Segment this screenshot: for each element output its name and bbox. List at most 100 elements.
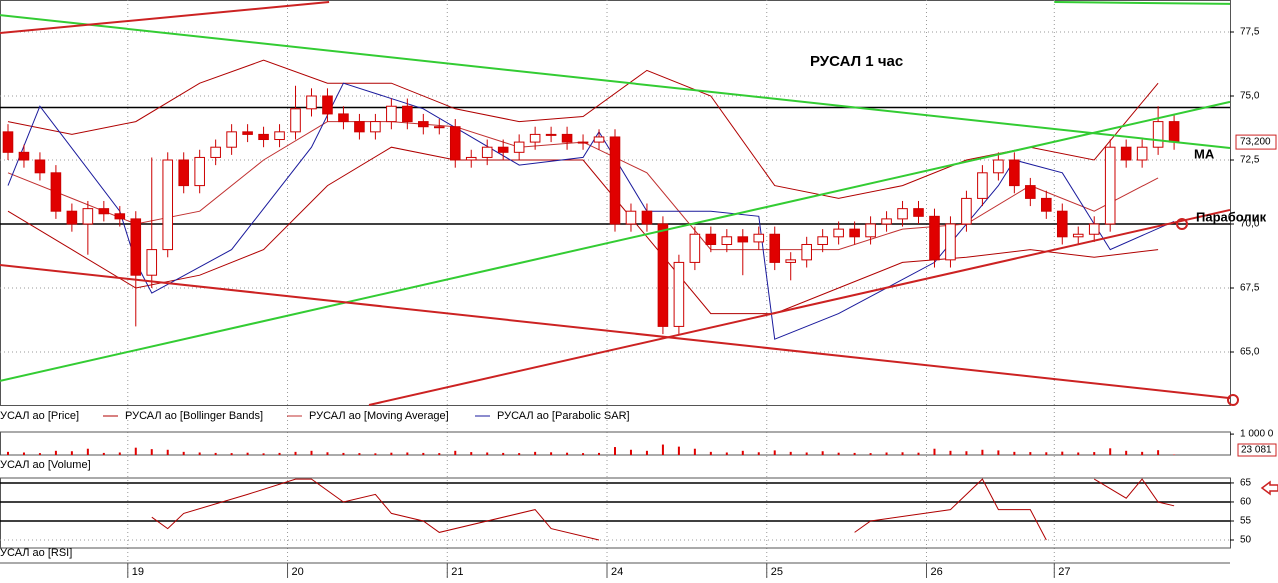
candle-body xyxy=(993,159,1004,174)
volume-bar xyxy=(566,452,569,455)
marker xyxy=(1176,218,1188,230)
volume-bar xyxy=(390,452,393,455)
indicator-line xyxy=(7,82,1175,340)
volume-bar xyxy=(358,453,361,455)
x-tick-label: 21 xyxy=(451,566,463,578)
candle-body xyxy=(817,236,828,245)
candle-body xyxy=(162,159,174,251)
volume-bar xyxy=(741,450,744,455)
volume-bar xyxy=(773,450,776,455)
volume-bar xyxy=(821,451,824,455)
arrow-icon xyxy=(1260,480,1278,496)
volume-bar xyxy=(22,452,25,455)
last-price-box xyxy=(1235,134,1277,150)
volume-bar xyxy=(853,452,856,455)
candle-body xyxy=(114,213,126,220)
candle-body xyxy=(593,136,605,143)
candle-body xyxy=(1168,121,1180,143)
candle-body xyxy=(18,151,30,161)
volume-bar xyxy=(709,451,712,455)
volume-bar xyxy=(629,449,632,455)
candle-body xyxy=(577,141,589,144)
trend-line xyxy=(1054,1,1231,5)
candle-body xyxy=(801,243,812,261)
volume-bar xyxy=(1045,452,1048,455)
candle-body xyxy=(849,228,860,238)
volume-bar xyxy=(1077,452,1080,455)
volume-bar xyxy=(454,450,457,455)
volume-bar xyxy=(214,452,217,455)
candle-body xyxy=(146,249,158,276)
volume-bar xyxy=(1125,450,1128,455)
candle-body xyxy=(178,159,189,187)
trend-line xyxy=(0,14,1231,149)
candle-body xyxy=(370,121,381,133)
candle-body xyxy=(1041,197,1052,212)
candle-body xyxy=(1072,233,1084,238)
candle-body xyxy=(338,113,349,123)
candle-body xyxy=(194,156,205,187)
candle-body xyxy=(82,208,94,225)
volume-bar xyxy=(518,453,521,455)
volume-bar xyxy=(406,452,409,455)
candle-body xyxy=(1104,146,1116,225)
volume-bar xyxy=(901,452,904,455)
candle-body xyxy=(98,208,110,215)
candle-body xyxy=(961,197,972,225)
indicator-line xyxy=(7,59,1159,199)
candle-body xyxy=(130,218,142,276)
volume-bar xyxy=(1141,451,1144,455)
volume-bar xyxy=(438,453,441,455)
candle-body xyxy=(242,131,253,135)
volume-bar xyxy=(54,450,57,455)
volume-bar xyxy=(278,452,281,455)
volume-bar xyxy=(422,452,425,455)
volume-bar xyxy=(534,451,537,455)
candle-body xyxy=(785,259,797,263)
candle-body xyxy=(1152,121,1164,148)
volume-bar xyxy=(805,452,808,455)
candle-body xyxy=(1120,146,1132,161)
candle-body xyxy=(290,108,301,133)
candle-body xyxy=(418,121,429,128)
volume-bar xyxy=(1109,448,1112,455)
volume-bar xyxy=(933,448,936,455)
candle-body xyxy=(913,208,924,217)
legend-label: РУСАЛ ао [Parabolic SAR] xyxy=(497,410,630,422)
x-tick-label: 20 xyxy=(292,566,304,578)
candle-body xyxy=(529,133,541,143)
volume-bar xyxy=(949,450,952,455)
trend-line xyxy=(0,1,330,35)
panel-frame xyxy=(0,0,1231,406)
y-tick-label: 55 xyxy=(1240,516,1252,527)
candle-body xyxy=(1025,185,1036,199)
volume-bar xyxy=(789,451,792,455)
candle-body xyxy=(497,146,509,153)
x-tick-label: 26 xyxy=(930,566,942,578)
volume-bar xyxy=(598,452,601,455)
rsi-panel: 50 55 60 65 УСАЛ ао [RSI] xyxy=(0,477,1252,559)
candle-body xyxy=(226,131,237,148)
candle-body xyxy=(34,159,46,174)
volume-bar xyxy=(837,452,840,455)
y-tick-label: 60 xyxy=(1240,497,1252,508)
y-tick-label: 50 xyxy=(1240,535,1252,546)
candle-body xyxy=(1056,210,1068,238)
volume-bar xyxy=(981,449,984,455)
volume-bar xyxy=(70,451,73,455)
volume-bar xyxy=(230,453,233,455)
volume-bar xyxy=(869,453,872,455)
annotation: Параболик xyxy=(1196,209,1267,224)
candle-body xyxy=(258,133,269,141)
trend-line xyxy=(368,208,1231,406)
volume-bar xyxy=(661,444,664,455)
y-tick-label: 67,5 xyxy=(1240,283,1260,294)
candle-body xyxy=(657,223,669,327)
volume-bar xyxy=(246,452,249,455)
y-tick-label: 70,0 xyxy=(1240,219,1260,230)
candle-body xyxy=(210,146,221,158)
candle-body xyxy=(721,236,733,245)
